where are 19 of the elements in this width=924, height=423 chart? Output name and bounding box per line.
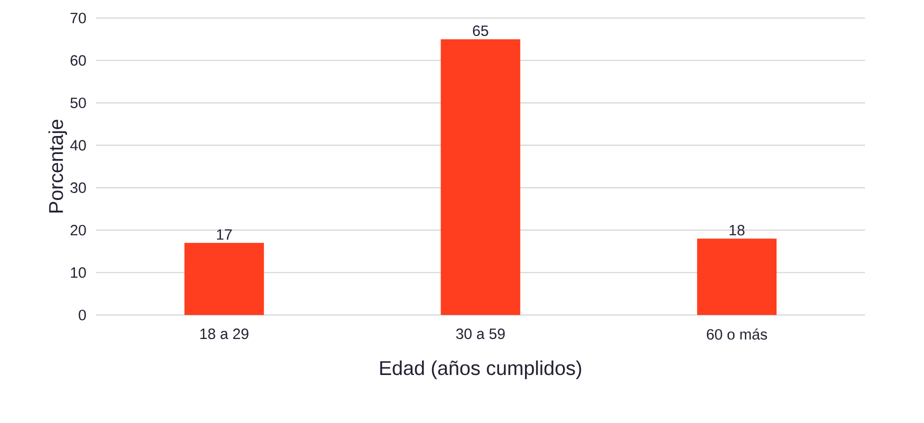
y-tick-label: 20 xyxy=(70,224,86,236)
x-axis-title: Edad (años cumplidos) xyxy=(380,360,582,380)
y-axis-title: Porcentaje xyxy=(48,120,68,212)
bar xyxy=(697,238,777,315)
data-label: 65 xyxy=(472,25,488,36)
y-tick-label: 60 xyxy=(70,55,86,66)
y-tick-label: 50 xyxy=(70,98,86,108)
y-tick-label: 70 xyxy=(70,12,86,24)
data-label: 18 xyxy=(730,224,744,236)
y-tick-label: 0 xyxy=(78,310,86,320)
bar xyxy=(184,242,264,315)
x-tick-label: 60 o más xyxy=(706,328,768,340)
bar xyxy=(440,39,520,315)
x-tick-label: 30 a 59 xyxy=(456,328,505,340)
y-tick-label: 10 xyxy=(71,267,86,278)
x-tick-label: 18 a 29 xyxy=(200,328,248,340)
y-tick-label: 30 xyxy=(70,182,86,193)
data-label: 17 xyxy=(217,229,232,240)
y-tick-label: 40 xyxy=(70,140,86,151)
